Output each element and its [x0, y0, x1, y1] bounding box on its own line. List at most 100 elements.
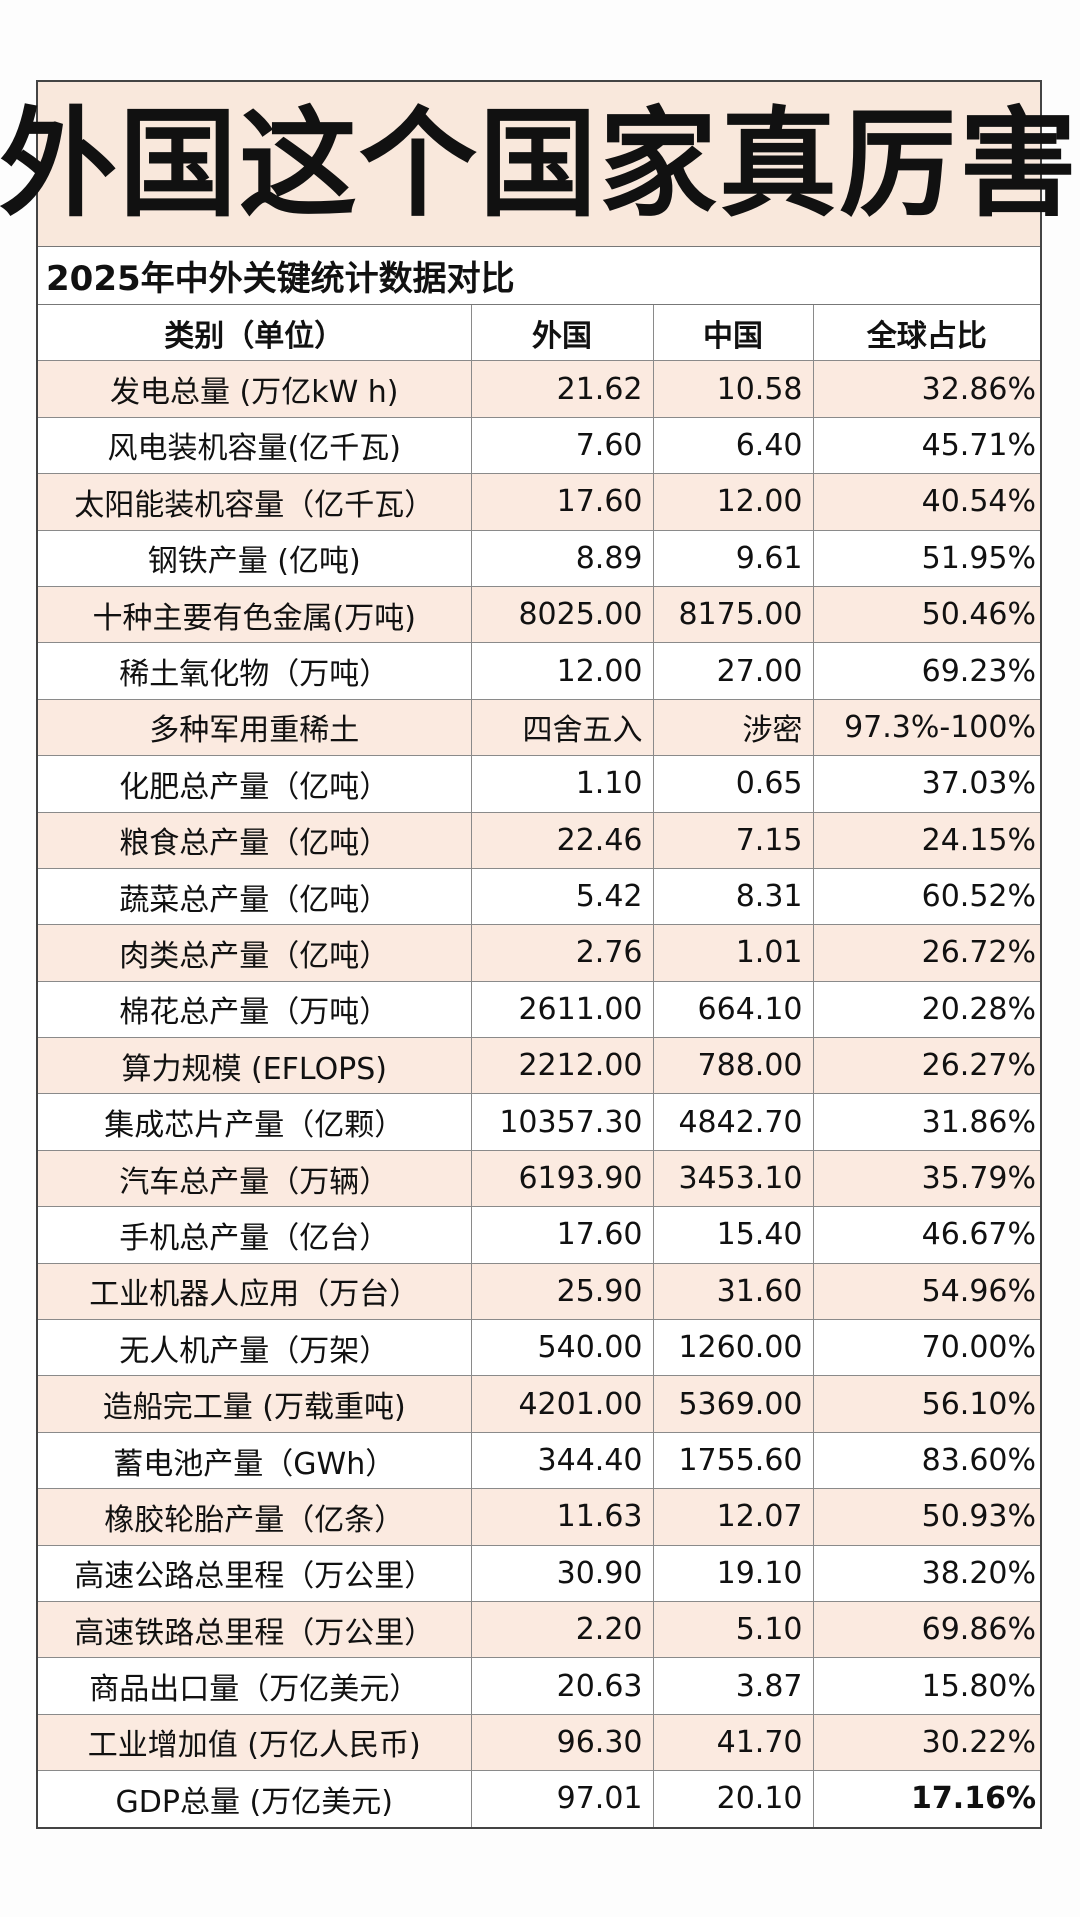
table-row: GDP总量 (万亿美元) 97.01 20.10 17.16%	[38, 1770, 1040, 1827]
row-global-share: 50.93%	[813, 1488, 1040, 1546]
row-global-share: 17.16%	[813, 1770, 1040, 1827]
statistics-table: 类别（单位） 外国 中国 全球占比 发电总量 (万亿kW h) 21.62 10.5…	[38, 305, 1040, 1827]
row-foreign-value: 8025.00	[471, 586, 654, 644]
row-category: 集成芯片产量（亿颗）	[38, 1093, 472, 1151]
row-global-share: 54.96%	[813, 1263, 1040, 1321]
table-row: 钢铁产量 (亿吨) 8.89 9.61 51.95%	[38, 530, 1040, 587]
row-china-value: 5369.00	[653, 1375, 814, 1433]
row-china-value: 3453.10	[653, 1150, 814, 1208]
row-category: 手机总产量（亿台）	[38, 1206, 472, 1264]
table-row: 工业增加值 (万亿人民币) 96.30 41.70 30.22%	[38, 1714, 1040, 1772]
row-category: 粮食总产量（亿吨）	[38, 812, 472, 869]
row-category: 太阳能装机容量（亿千瓦）	[38, 473, 472, 531]
row-china-value: 20.10	[653, 1770, 814, 1827]
row-global-share: 69.86%	[813, 1601, 1040, 1659]
table-row: 无人机产量（万架） 540.00 1260.00 70.00%	[38, 1319, 1040, 1377]
row-china-value: 3.87	[653, 1657, 814, 1715]
row-global-share: 37.03%	[813, 755, 1040, 813]
table-row: 多种军用重稀土 四舍五入 涉密 97.3%-100%	[38, 699, 1040, 757]
row-foreign-value: 12.00	[471, 642, 654, 700]
table-header-row: 类别（单位） 外国 中国 全球占比	[38, 305, 1040, 362]
header-category: 类别（单位）	[38, 305, 472, 362]
row-foreign-value: 17.60	[471, 473, 654, 531]
table-row: 蓄电池产量（GWh） 344.40 1755.60 83.60%	[38, 1432, 1040, 1490]
table-body: 发电总量 (万亿kW h) 21.62 10.58 32.86% 风电装机容量(亿千瓦)…	[38, 360, 1040, 1827]
table-row: 粮食总产量（亿吨） 22.46 7.15 24.15%	[38, 812, 1040, 869]
row-category: 蔬菜总产量（亿吨）	[38, 868, 472, 926]
header-china: 中国	[653, 305, 814, 362]
row-global-share: 38.20%	[813, 1545, 1040, 1602]
row-foreign-value: 22.46	[471, 812, 654, 869]
row-category: 高速公路总里程（万公里）	[38, 1545, 472, 1602]
row-foreign-value: 2.76	[471, 924, 654, 982]
row-global-share: 40.54%	[813, 473, 1040, 531]
row-category: 多种军用重稀土	[38, 699, 472, 757]
table-row: 汽车总产量（万辆） 6193.90 3453.10 35.79%	[38, 1150, 1040, 1208]
table-row: 风电装机容量(亿千瓦) 7.60 6.40 45.71%	[38, 417, 1040, 475]
row-category: 稀土氧化物（万吨）	[38, 642, 472, 700]
row-foreign-value: 5.42	[471, 868, 654, 926]
row-foreign-value: 1.10	[471, 755, 654, 813]
table-row: 蔬菜总产量（亿吨） 5.42 8.31 60.52%	[38, 868, 1040, 926]
row-category: 化肥总产量（亿吨）	[38, 755, 472, 813]
row-foreign-value: 344.40	[471, 1432, 654, 1490]
row-global-share: 26.72%	[813, 924, 1040, 982]
table-row: 棉花总产量（万吨） 2611.00 664.10 20.28%	[38, 981, 1040, 1039]
row-china-value: 27.00	[653, 642, 814, 700]
row-china-value: 1260.00	[653, 1319, 814, 1377]
row-category: 蓄电池产量（GWh）	[38, 1432, 472, 1490]
row-china-value: 8175.00	[653, 586, 814, 644]
row-foreign-value: 6193.90	[471, 1150, 654, 1208]
row-china-value: 15.40	[653, 1206, 814, 1264]
row-china-value: 8.31	[653, 868, 814, 926]
row-category: 发电总量 (万亿kW h)	[38, 360, 472, 418]
table-row: 集成芯片产量（亿颗） 10357.30 4842.70 31.86%	[38, 1093, 1040, 1151]
row-china-value: 31.60	[653, 1263, 814, 1321]
row-foreign-value: 30.90	[471, 1545, 654, 1602]
row-china-value: 1.01	[653, 924, 814, 982]
row-foreign-value: 25.90	[471, 1263, 654, 1321]
table-row: 稀土氧化物（万吨） 12.00 27.00 69.23%	[38, 642, 1040, 700]
table-row: 十种主要有色金属(万吨) 8025.00 8175.00 50.46%	[38, 586, 1040, 644]
table-row: 商品出口量（万亿美元） 20.63 3.87 15.80%	[38, 1657, 1040, 1715]
row-category: 工业增加值 (万亿人民币)	[38, 1714, 472, 1772]
row-global-share: 50.46%	[813, 586, 1040, 644]
row-china-value: 6.40	[653, 417, 814, 475]
table-row: 高速公路总里程（万公里） 30.90 19.10 38.20%	[38, 1545, 1040, 1602]
table-row: 肉类总产量（亿吨） 2.76 1.01 26.72%	[38, 924, 1040, 982]
row-global-share: 31.86%	[813, 1093, 1040, 1151]
table-row: 工业机器人应用（万台） 25.90 31.60 54.96%	[38, 1263, 1040, 1321]
row-foreign-value: 17.60	[471, 1206, 654, 1264]
row-global-share: 83.60%	[813, 1432, 1040, 1490]
row-china-value: 664.10	[653, 981, 814, 1039]
page-title: 外国这个国家真厉害	[0, 82, 1077, 247]
row-category: GDP总量 (万亿美元)	[38, 1770, 472, 1827]
row-category: 风电装机容量(亿千瓦)	[38, 417, 472, 475]
row-category: 肉类总产量（亿吨）	[38, 924, 472, 982]
row-foreign-value: 11.63	[471, 1488, 654, 1546]
header-foreign: 外国	[471, 305, 654, 362]
row-global-share: 46.67%	[813, 1206, 1040, 1264]
row-foreign-value: 四舍五入	[471, 699, 654, 757]
row-china-value: 4842.70	[653, 1093, 814, 1151]
row-china-value: 41.70	[653, 1714, 814, 1772]
row-china-value: 19.10	[653, 1545, 814, 1602]
row-foreign-value: 21.62	[471, 360, 654, 418]
table-row: 橡胶轮胎产量（亿条） 11.63 12.07 50.93%	[38, 1488, 1040, 1546]
row-china-value: 1755.60	[653, 1432, 814, 1490]
row-category: 商品出口量（万亿美元）	[38, 1657, 472, 1715]
row-foreign-value: 10357.30	[471, 1093, 654, 1151]
row-global-share: 20.28%	[813, 981, 1040, 1039]
row-category: 棉花总产量（万吨）	[38, 981, 472, 1039]
row-category: 高速铁路总里程（万公里）	[38, 1601, 472, 1659]
row-foreign-value: 97.01	[471, 1770, 654, 1827]
row-category: 算力规模 (EFLOPS)	[38, 1037, 472, 1095]
row-foreign-value: 2611.00	[471, 981, 654, 1039]
row-foreign-value: 96.30	[471, 1714, 654, 1772]
header-global-share: 全球占比	[813, 305, 1040, 362]
table-subtitle: 2025年中外关键统计数据对比	[38, 247, 1040, 305]
row-category: 汽车总产量（万辆）	[38, 1150, 472, 1208]
row-china-value: 涉密	[653, 699, 814, 757]
table-row: 太阳能装机容量（亿千瓦） 17.60 12.00 40.54%	[38, 473, 1040, 531]
row-category: 钢铁产量 (亿吨)	[38, 530, 472, 587]
